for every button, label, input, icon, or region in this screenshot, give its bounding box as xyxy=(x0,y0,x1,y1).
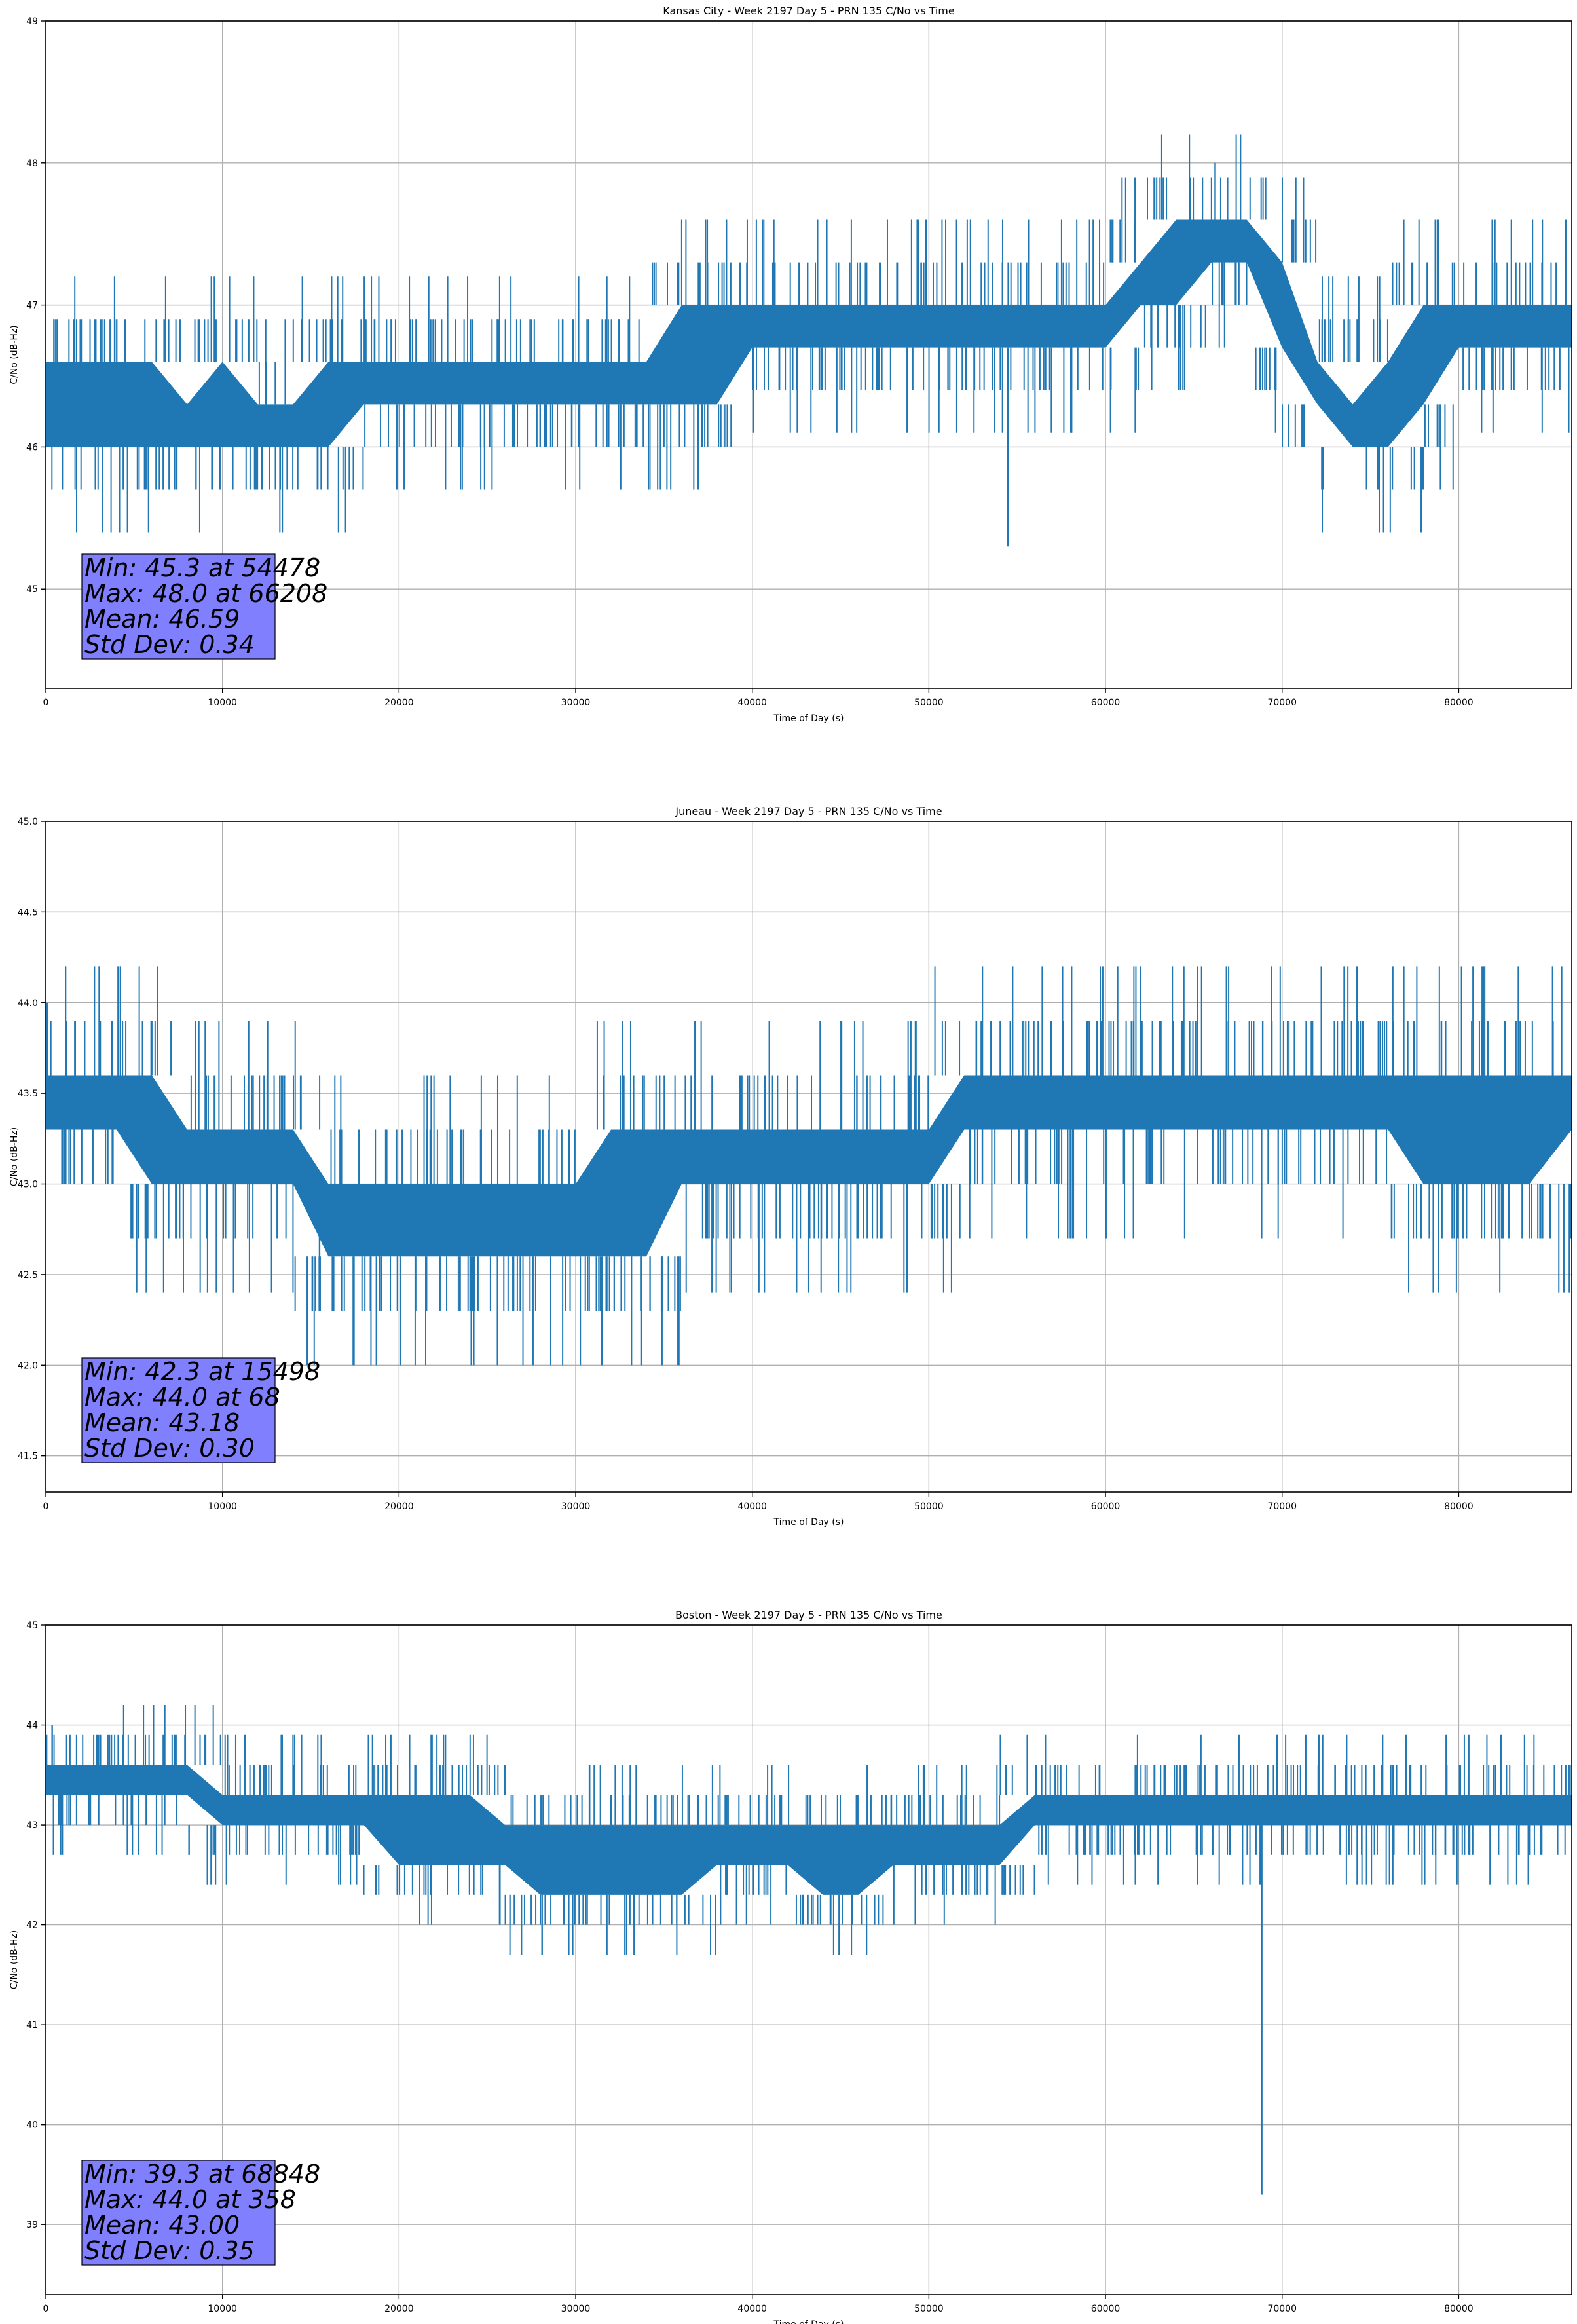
stats-line: Min: 45.3 at 54478 xyxy=(84,553,320,582)
x-tick-label: 80000 xyxy=(1444,698,1474,708)
x-tick-label: 60000 xyxy=(1091,698,1121,708)
y-axis-label: C/No (dB-Hz) xyxy=(9,325,20,384)
y-tick-label: 41.5 xyxy=(18,1452,38,1462)
x-tick-label: 70000 xyxy=(1267,2304,1297,2314)
plot-area xyxy=(46,21,1572,688)
stats-line: Max: 48.0 at 66208 xyxy=(84,579,327,608)
y-tick-label: 45 xyxy=(26,584,38,595)
axes-frame xyxy=(45,20,1572,689)
chart-title: Juneau - Week 2197 Day 5 - PRN 135 C/No … xyxy=(675,805,942,817)
y-tick-label: 40 xyxy=(26,2120,38,2131)
x-tick-label: 80000 xyxy=(1444,1501,1474,1512)
x-tick-label: 0 xyxy=(43,2304,49,2314)
x-tick-label: 70000 xyxy=(1267,698,1297,708)
stats-line: Max: 44.0 at 358 xyxy=(84,2185,296,2214)
x-tick-label: 10000 xyxy=(208,1501,237,1512)
stats-line: Max: 44.0 at 68 xyxy=(84,1383,280,1412)
stats-box-background xyxy=(81,1357,276,1463)
plot-area xyxy=(46,1625,1572,2295)
x-tick-label: 20000 xyxy=(384,698,414,708)
chart-boston: 0 10000 20000 30000 40000 50000 60000 70000 8000… xyxy=(9,1609,1572,2324)
x-tick-label: 40000 xyxy=(737,1501,767,1512)
x-tick-label: 40000 xyxy=(737,698,767,708)
series-band xyxy=(46,219,1572,447)
series-line xyxy=(46,134,1572,547)
y-tick-label: 39 xyxy=(26,2220,38,2230)
x-tick-label: 80000 xyxy=(1444,2304,1474,2314)
series-band xyxy=(46,1765,1572,1895)
y-tick-label: 47 xyxy=(26,301,38,311)
x-axis-label: Time of Day (s) xyxy=(773,713,844,724)
y-axis-label: C/No (dB-Hz) xyxy=(9,1127,20,1186)
x-tick-label: 70000 xyxy=(1267,1501,1297,1512)
chart-title: Boston - Week 2197 Day 5 - PRN 135 C/No … xyxy=(675,1609,942,1621)
x-tick-label: 20000 xyxy=(384,1501,414,1512)
y-tick-label: 43.5 xyxy=(18,1089,38,1099)
x-tick-label: 20000 xyxy=(384,2304,414,2314)
x-tick-label: 50000 xyxy=(914,1501,944,1512)
y-tick-label: 45 xyxy=(26,1621,38,1631)
stats-line: Mean: 43.18 xyxy=(84,1408,240,1437)
stats-line: Std Dev: 0.35 xyxy=(84,2236,255,2265)
x-tick-label: 30000 xyxy=(561,698,591,708)
x-axis-label: Time of Day (s) xyxy=(773,2319,844,2324)
y-tick-label: 43.0 xyxy=(18,1180,38,1190)
y-tick-label: 46 xyxy=(26,442,38,453)
y-tick-label: 42.0 xyxy=(18,1360,38,1371)
chart-juneau: 0 10000 20000 30000 40000 50000 60000 70000 8000… xyxy=(9,805,1572,1527)
y-tick-label: 48 xyxy=(26,159,38,169)
x-tick-label: 10000 xyxy=(208,698,237,708)
stats-line: Std Dev: 0.34 xyxy=(84,630,255,659)
y-tick-label: 44.0 xyxy=(18,998,38,1009)
x-tick-label: 60000 xyxy=(1091,2304,1121,2314)
x-tick-label: 60000 xyxy=(1091,1501,1121,1512)
stats-line: Min: 42.3 at 15498 xyxy=(84,1357,320,1386)
series-line xyxy=(46,966,1572,1366)
series-band xyxy=(46,1075,1572,1257)
y-tick-label: 45.0 xyxy=(18,817,38,827)
y-tick-label: 49 xyxy=(26,16,38,27)
y-tick-label: 42.5 xyxy=(18,1270,38,1281)
x-tick-label: 50000 xyxy=(914,2304,944,2314)
y-tick-label: 42 xyxy=(26,1921,38,1931)
axes-frame xyxy=(45,821,1572,1493)
x-tick-label: 0 xyxy=(43,1501,49,1512)
chart-kansas-city: 0 10000 20000 30000 40000 50000 60000 70000 8000… xyxy=(9,5,1572,724)
x-axis-label: Time of Day (s) xyxy=(773,1517,844,1527)
chart-title: Kansas City - Week 2197 Day 5 - PRN 135 … xyxy=(663,5,954,17)
stats-line: Min: 39.3 at 68848 xyxy=(84,2160,320,2188)
y-tick-label: 44 xyxy=(26,1721,38,1731)
stats-box-background xyxy=(81,553,276,660)
x-tick-label: 30000 xyxy=(561,1501,591,1512)
x-tick-label: 40000 xyxy=(737,2304,767,2314)
series-line xyxy=(46,1705,1572,2195)
x-tick-label: 30000 xyxy=(561,2304,591,2314)
y-tick-label: 41 xyxy=(26,2020,38,2031)
x-tick-label: 0 xyxy=(43,698,49,708)
axes-frame xyxy=(45,1624,1572,2295)
stats-line: Mean: 43.00 xyxy=(84,2211,240,2240)
y-tick-label: 43 xyxy=(26,1820,38,1831)
x-tick-label: 50000 xyxy=(914,698,944,708)
stats-line: Mean: 46.59 xyxy=(84,605,240,633)
x-tick-label: 10000 xyxy=(208,2304,237,2314)
y-axis-label: C/No (dB-Hz) xyxy=(9,1930,20,1989)
stats-box-background xyxy=(81,2160,276,2266)
y-tick-label: 44.5 xyxy=(18,907,38,918)
stats-line: Std Dev: 0.30 xyxy=(84,1434,255,1463)
